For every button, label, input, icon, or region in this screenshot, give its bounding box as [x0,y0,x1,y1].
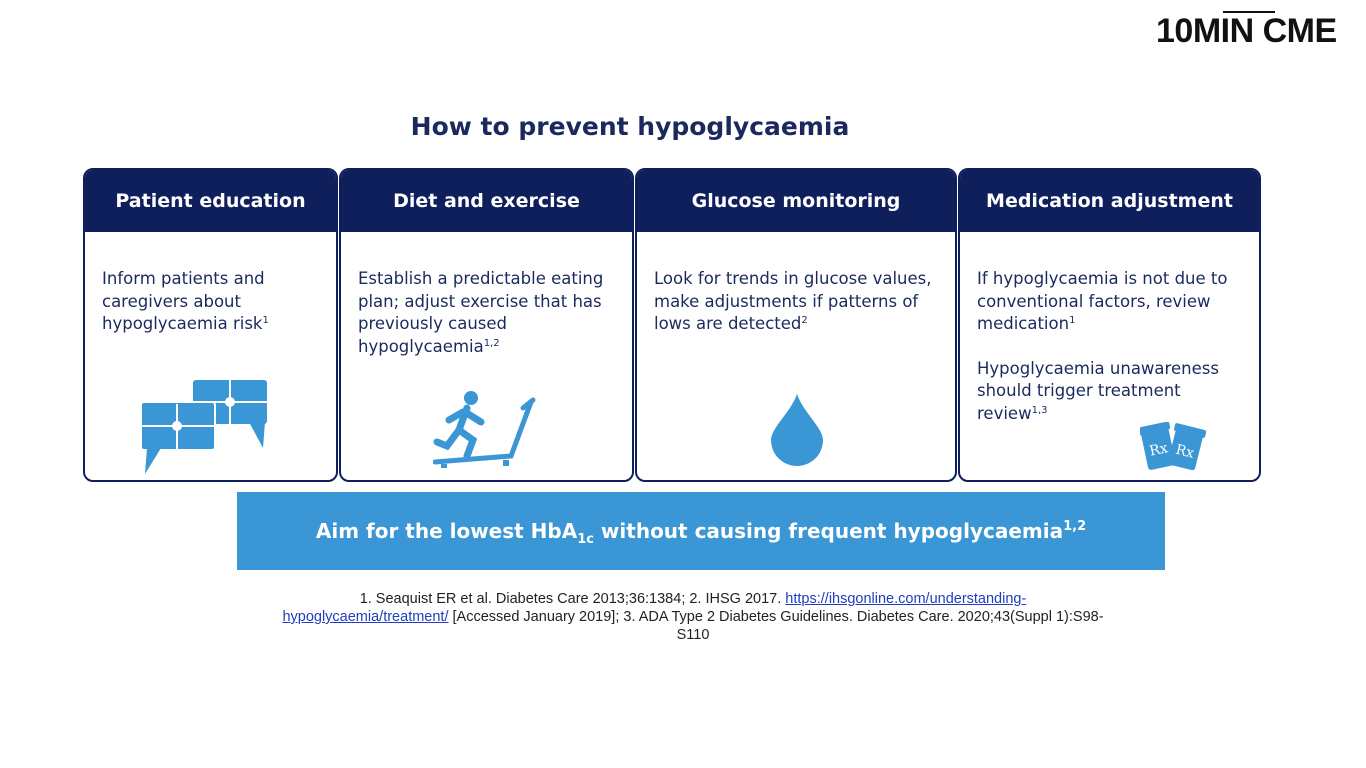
card-text: If hypoglycaemia is not due to conventio… [977,268,1243,336]
card-heading: Diet and exercise [341,170,632,232]
slide-title: How to prevent hypoglycaemia [410,112,850,141]
citation: 2 [801,315,808,326]
card-heading: Medication adjustment [960,170,1259,232]
subscript: 1c [577,532,594,547]
citation: 1,2 [1063,519,1087,534]
text: Aim for the lowest HbA [315,519,578,543]
card: Patient education Inform patients and ca… [83,168,338,482]
citation: 1,3 [1031,404,1048,416]
rx-icon: Rx Rx [1140,422,1206,471]
svg-text:Rx: Rx [1174,442,1196,462]
card-body: If hypoglycaemia is not due to conventio… [960,232,1259,425]
card: Medication adjustment If hypoglycaemia i… [958,168,1261,482]
card-text: Establish a predictable eating plan; adj… [358,268,616,358]
reference-link[interactable]: https://ihsgonline.com/understanding-hyp… [282,591,1027,625]
text: If hypoglycaemia is not due to conventio… [977,269,1228,333]
text: Hypoglycaemia unawareness should trigger… [977,358,1219,423]
card-text: Hypoglycaemia unawareness should trigger… [977,358,1243,426]
citation: 1 [262,315,269,326]
text: without causing frequent hypoglycaemia [593,519,1064,543]
card-heading: Glucose monitoring [637,170,955,232]
key-message-banner: Aim for the lowest HbA1c without causing… [237,492,1165,570]
citation: 1,2 [483,337,500,349]
puzzle-icon [140,380,267,474]
text: [Accessed January 2019]; 3. ADA Type 2 D… [448,609,1104,643]
card-body: Look for trends in glucose values, make … [637,232,955,336]
references: 1. Seaquist ER et al. Diabetes Care 2013… [280,590,1106,644]
text: Look for trends in glucose values, make … [654,269,932,333]
card: Diet and exercise Establish a predictabl… [339,168,634,482]
citation: 1 [1069,315,1076,326]
card: Glucose monitoring Look for trends in gl… [635,168,957,482]
card-heading: Patient education [85,170,336,232]
treadmill-icon [433,391,536,468]
text: Inform patients and caregivers about hyp… [102,269,265,333]
drop-icon [771,394,823,466]
card-text: Inform patients and caregivers about hyp… [102,268,320,336]
card-body: Establish a predictable eating plan; adj… [341,232,632,358]
card-body: Inform patients and caregivers about hyp… [85,232,336,336]
text: Establish a predictable eating plan; adj… [358,269,604,356]
text: 1. Seaquist ER et al. Diabetes Care 2013… [359,591,786,607]
logo: 10MIN CME [1156,12,1337,50]
card-text: Look for trends in glucose values, make … [654,268,939,336]
svg-text:Rx: Rx [1148,440,1169,460]
logo-overline [1223,11,1275,13]
